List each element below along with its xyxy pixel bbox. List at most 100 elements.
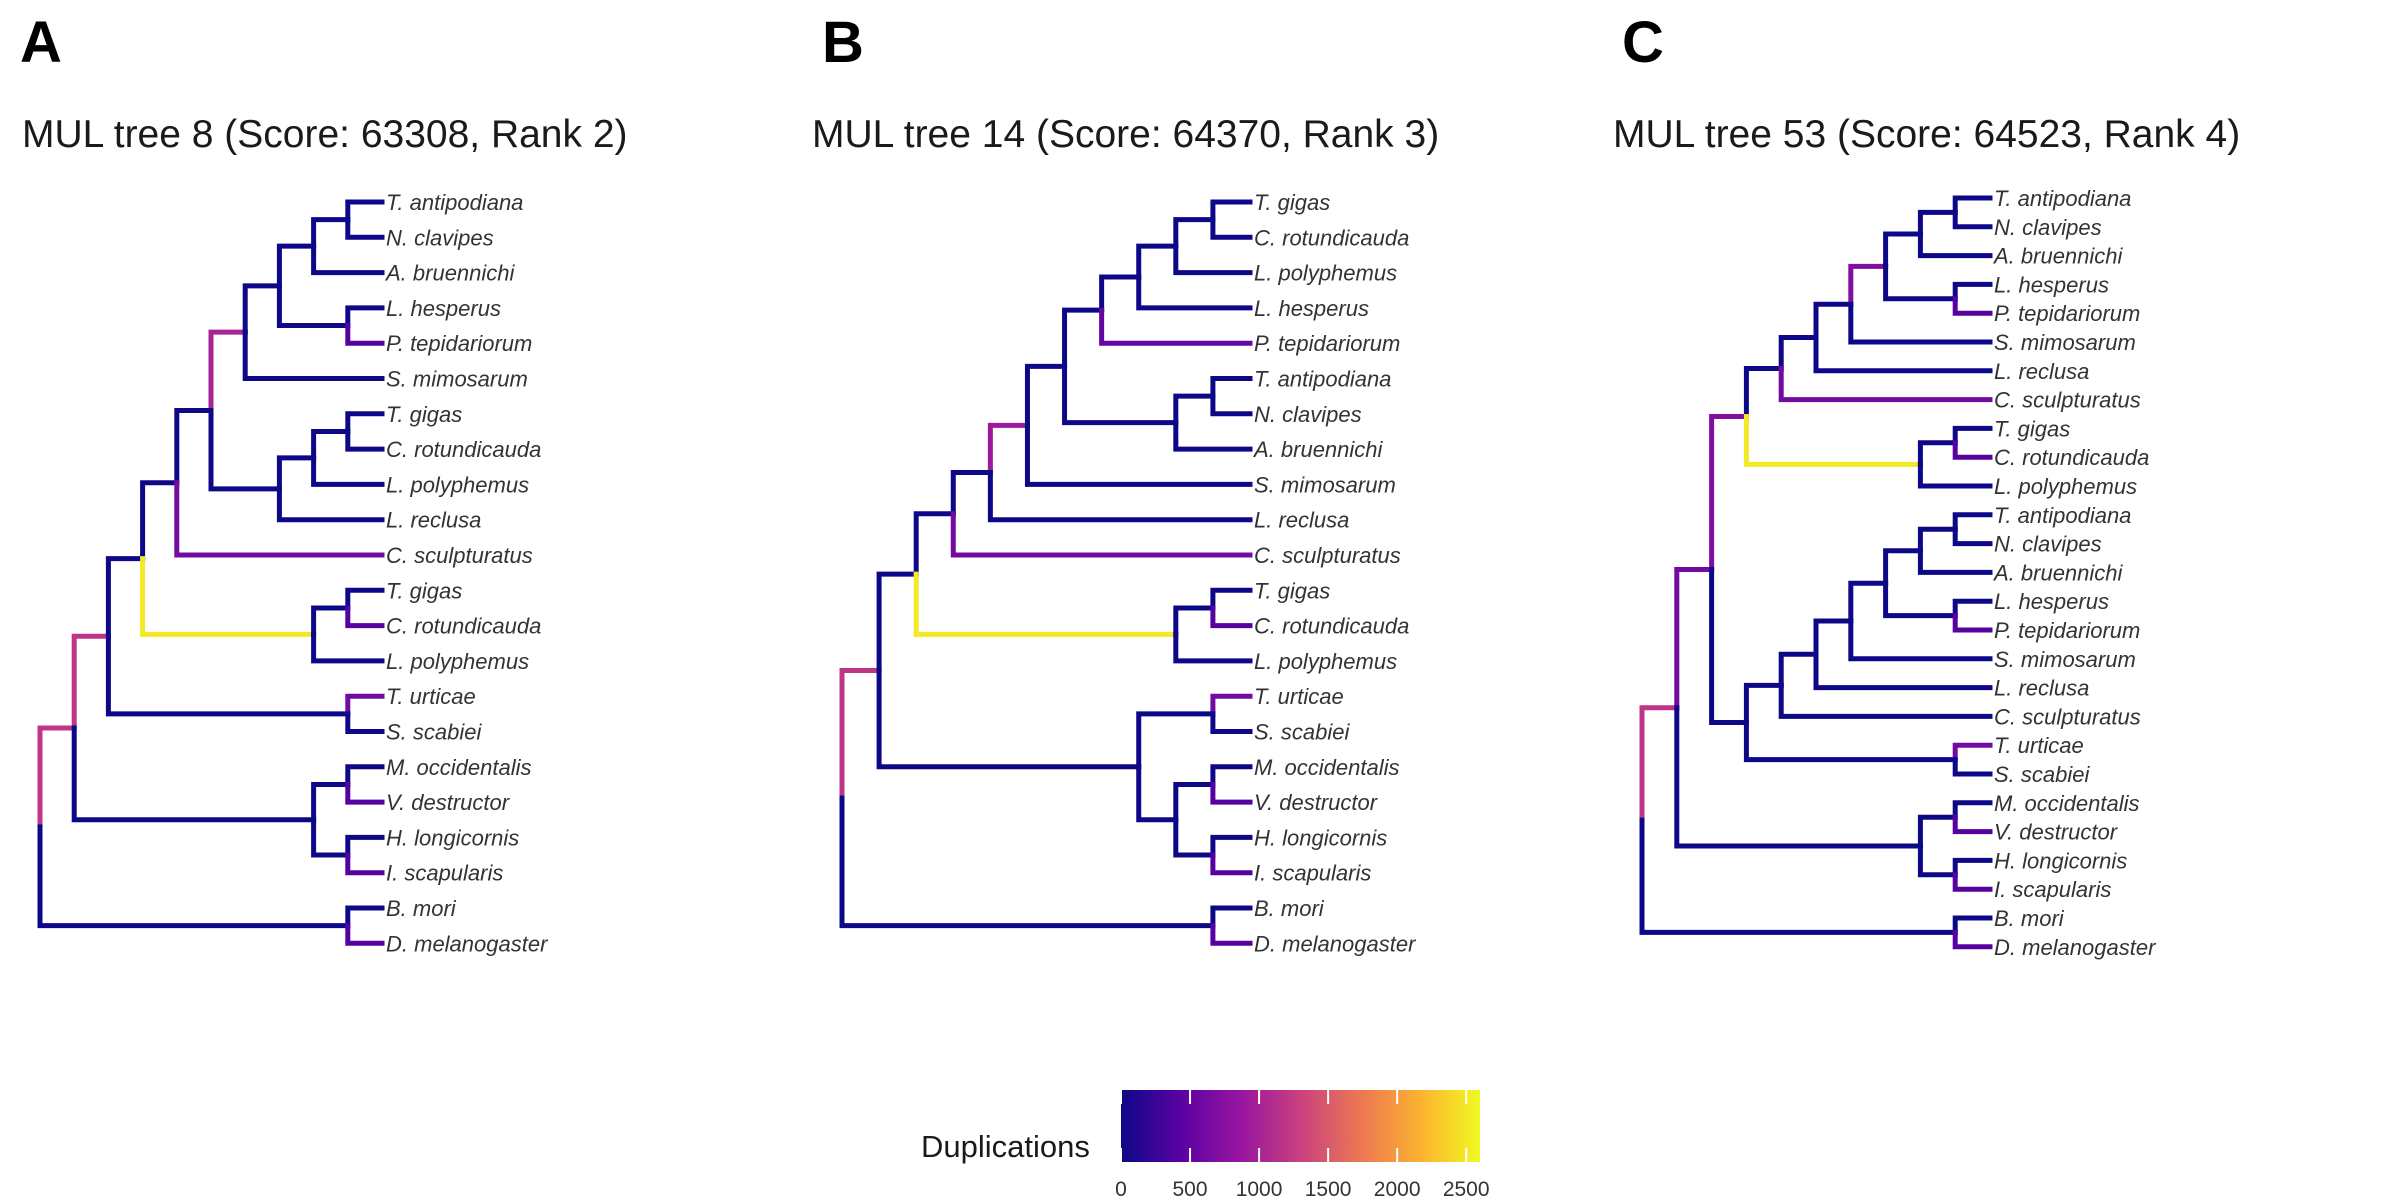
tree-branch (1848, 263, 1889, 307)
tree-branch (1813, 335, 1993, 374)
tip-label: T. gigas (1254, 578, 1330, 603)
tip-label: A. bruennichi (384, 261, 516, 286)
tree-branch (1210, 217, 1253, 240)
tip-label: C. sculpturatus (386, 543, 533, 568)
tree-branch (1952, 757, 1993, 777)
tip-label: D. melanogaster (1994, 935, 2157, 960)
tip-label: D. melanogaster (386, 931, 549, 956)
tree-branch (345, 834, 385, 858)
legend-tick-label: 1500 (1305, 1178, 1352, 1200)
tree-branch (345, 411, 385, 434)
tip-label: L. polyphemus (1254, 649, 1397, 674)
tip-label: S. mimosarum (1994, 330, 2136, 355)
tip-label: C. rotundicauda (1254, 225, 1409, 250)
tree-branch (1917, 209, 1958, 237)
tree-branch (105, 633, 351, 717)
tree-branch (1173, 217, 1216, 249)
tip-label: B. mori (1254, 896, 1325, 921)
tree-b: T. gigas C. rotundicauda L. polyphemus L. h… (839, 190, 1417, 956)
tree-branch (1952, 800, 1993, 820)
tree-branch (345, 587, 385, 611)
tip-label: S. mimosarum (386, 367, 528, 392)
tree-branch (913, 511, 956, 577)
tree-branch (345, 781, 385, 805)
tree-branch (37, 725, 77, 830)
tree-branch (1952, 296, 1993, 316)
tip-label: M. occidentalis (1254, 755, 1400, 780)
tip-label: I. scapularis (386, 861, 503, 886)
tree-branch (345, 305, 385, 329)
tree-branch (1173, 781, 1216, 823)
tip-label: L. hesperus (1254, 296, 1369, 321)
tip-label: L. reclusa (1254, 508, 1349, 533)
tree-branch (276, 455, 317, 492)
tip-label: V. destructor (1254, 790, 1379, 815)
tip-label: M. occidentalis (386, 755, 532, 780)
tree-branch (1917, 526, 1958, 554)
tree-branch (345, 428, 385, 452)
tip-label: C. rotundicauda (1994, 445, 2149, 470)
tree-branch (1883, 580, 1958, 619)
tip-label: S. scabiei (1994, 762, 2090, 787)
tip-label: H. longicornis (1254, 825, 1387, 850)
tree-branch (1952, 281, 1993, 302)
tree-branch (1917, 461, 1993, 489)
tree-branch (1952, 512, 1993, 532)
tree-branch (876, 571, 919, 673)
tree-branch (276, 243, 317, 289)
tree-a: T. antipodiana N. clavipes A. bruennichi L.… (37, 190, 549, 956)
panel-letter-c: C (1622, 10, 1664, 75)
tree-branch (1210, 376, 1253, 399)
tree-branch (1813, 651, 1993, 691)
tip-label: L. reclusa (1994, 359, 2089, 384)
tree-branch (311, 455, 385, 487)
legend-tick-label: 0 (1115, 1178, 1127, 1200)
tree-branch (1952, 526, 1993, 547)
tip-label: N. clavipes (1254, 402, 1362, 427)
tree-branch (311, 631, 385, 664)
tree-branch (1952, 195, 1993, 215)
tree-branch (174, 407, 214, 486)
legend-ticks: 0 500 1000 1500 2000 2500 (1115, 1090, 1490, 1200)
tip-label: T. urticae (1994, 733, 2084, 758)
tree-branch (311, 428, 351, 461)
tree-branch (140, 480, 180, 562)
tree-branch (1062, 307, 1105, 369)
tree-branch (1952, 742, 1993, 763)
tree-branch (140, 556, 317, 637)
tip-label: A. bruennichi (1992, 560, 2124, 585)
tree-branch (1062, 363, 1179, 426)
tree-branch (345, 693, 385, 717)
tree-branch (1674, 705, 1923, 849)
tree-branch (1813, 618, 1854, 657)
tip-label: P. tepidariorum (1994, 618, 2140, 643)
tip-label: H. longicornis (386, 825, 519, 850)
tree-branch (345, 711, 385, 734)
tree-branch (71, 633, 111, 731)
tree-branch (1210, 781, 1253, 805)
tree-branch (345, 764, 385, 787)
tip-label: L. hesperus (1994, 272, 2109, 297)
tree-branch (1210, 905, 1253, 929)
tree-branch (1210, 711, 1253, 734)
tree-branch (1917, 231, 1993, 259)
tree-branch (1024, 363, 1068, 428)
tree-branch (1210, 764, 1253, 787)
legend-colorbar (1121, 1090, 1480, 1162)
tree-branch (105, 556, 146, 639)
tip-label: T. gigas (1994, 416, 2070, 441)
tree-branch (1952, 814, 1993, 835)
tip-label: T. urticae (386, 684, 476, 709)
tree-branch (1743, 413, 1923, 467)
tree-branch (950, 470, 993, 517)
tree-branch (1136, 243, 1179, 280)
tree-branch (1952, 209, 1993, 230)
tree-branch (1099, 307, 1253, 346)
panel-title-c: MUL tree 53 (Score: 64523, Rank 4) (1613, 113, 2240, 156)
tree-branch (1952, 425, 1993, 446)
tree-branch (1173, 631, 1253, 664)
tree-branch (876, 667, 1142, 770)
tip-label: T. antipodiana (1254, 367, 1391, 392)
tree-branch (1778, 651, 1819, 688)
tree-branch (987, 422, 1030, 476)
